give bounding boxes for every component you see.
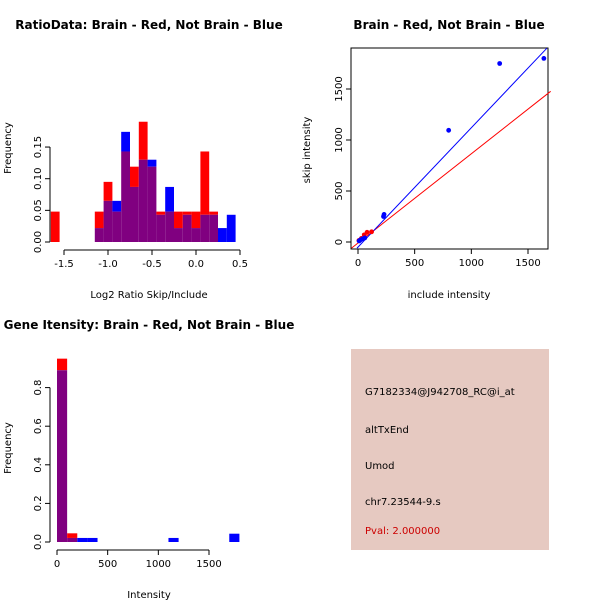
ratio-bar-overlap	[147, 166, 157, 242]
ratio-bar-red	[200, 151, 210, 215]
ratio-histogram-title: RatioData: Brain - Red, Not Brain - Blue	[15, 18, 282, 32]
scatter-point-red	[364, 229, 370, 235]
ratio-bar-red	[50, 211, 60, 242]
scatter-y-tick-label: 1500	[334, 76, 345, 101]
ratio-y-tick-label: 0.00	[33, 231, 44, 253]
ratio-x-tick-label: -1.0	[98, 259, 118, 270]
ratio-bar-overlap	[130, 186, 139, 242]
ratio-bar-overlap	[209, 214, 218, 242]
ratio-bar-red	[191, 211, 201, 229]
p-value: Pval: 2.000000	[365, 526, 441, 537]
probe-id: G7182334@J942708_RC@i_at	[365, 387, 515, 398]
ratio-bar-overlap	[156, 214, 166, 242]
gene-bar-overlap	[57, 370, 68, 542]
ratio-bar-red	[156, 211, 166, 215]
ratio-bar-blue	[147, 159, 157, 167]
scatter-y-tick-label: 0	[334, 239, 345, 245]
gene-intensity-histogram: Gene Itensity: Brain - Red, Not Brain - …	[3, 318, 294, 600]
ratio-x-tick-label: 0.0	[188, 259, 204, 270]
ratio-bar-overlap	[121, 151, 130, 242]
gene-bar-blue	[77, 537, 88, 542]
gene-bar-blue	[87, 537, 98, 542]
scatter-y-tick-label: 500	[334, 181, 345, 200]
ratio-bar-red	[94, 211, 104, 229]
ratio-bar-red	[103, 181, 113, 201]
ratio-histogram-ylabel: Frequency	[3, 122, 14, 174]
scatter-point-blue	[381, 212, 387, 217]
probe-info-panel: G7182334@J942708_RC@i_at altTxEnd Umod c…	[351, 349, 549, 550]
ratio-bar-overlap	[94, 228, 104, 242]
gene-bar-blue	[229, 533, 240, 542]
ratio-histogram-xlabel: Log2 Ratio Skip/Include	[90, 290, 207, 301]
scatter-y-tick-label: 1000	[334, 127, 345, 152]
gene-x-tick-label: 0	[54, 559, 60, 570]
scatter-point-blue	[362, 235, 368, 241]
scatter-xlabel: include intensity	[408, 290, 491, 301]
ratio-bar-red	[130, 166, 139, 187]
ratio-bar-red	[174, 211, 183, 229]
ratio-bar-overlap	[174, 228, 183, 242]
gene-histogram-xlabel: Intensity	[127, 590, 171, 600]
gene-bar-red	[67, 533, 78, 538]
ratio-histogram: RatioData: Brain - Red, Not Brain - Blue…	[3, 18, 283, 301]
ratio-bar-red	[138, 121, 148, 160]
gene-symbol: Umod	[365, 461, 395, 472]
event-type: altTxEnd	[365, 425, 409, 436]
scatter-x-tick-label: 1500	[515, 258, 540, 269]
scatter-x-tick-label: 1000	[459, 258, 484, 269]
ratio-bar-overlap	[182, 214, 192, 242]
gene-bar-red	[57, 358, 68, 371]
gene-histogram-title: Gene Itensity: Brain - Red, Not Brain - …	[4, 318, 295, 332]
ratio-y-tick-label: 0.15	[33, 136, 44, 158]
gene-y-tick-label: 0.4	[33, 457, 44, 473]
scatter-x-tick-label: 0	[355, 258, 361, 269]
scatter-x-tick-label: 500	[405, 258, 424, 269]
ratio-y-tick-label: 0.10	[33, 168, 44, 190]
genomic-location: chr7.23544-9.s	[365, 497, 441, 508]
scatter-point-blue	[541, 56, 547, 61]
ratio-y-tick-label: 0.05	[33, 199, 44, 221]
scatter-title: Brain - Red, Not Brain - Blue	[353, 18, 544, 32]
ratio-bar-blue	[112, 200, 122, 212]
gene-y-tick-label: 0.8	[33, 380, 44, 396]
ratio-bar-blue	[226, 214, 236, 242]
ratio-bar-blue	[218, 228, 227, 242]
ratio-bar-red	[209, 211, 218, 215]
ratio-bar-overlap	[103, 200, 113, 242]
ratio-bar-blue	[165, 186, 174, 212]
ratio-x-tick-label: -0.5	[142, 259, 162, 270]
intensity-scatter: Brain - Red, Not Brain - Blue include in…	[302, 18, 551, 301]
gene-bar-overlap	[67, 537, 78, 542]
gene-bar-blue	[168, 537, 179, 542]
gene-x-tick-label: 500	[98, 559, 117, 570]
ratio-bar-overlap	[191, 228, 201, 242]
gene-x-tick-label: 1000	[146, 559, 171, 570]
ratio-x-tick-label: -1.5	[54, 259, 74, 270]
ratio-bar-overlap	[200, 214, 210, 242]
scatter-fit-blue-line	[356, 47, 548, 249]
gene-y-tick-label: 0.0	[33, 534, 44, 550]
ratio-bar-red	[182, 211, 192, 215]
gene-histogram-ylabel: Frequency	[3, 422, 14, 474]
gene-x-tick-label: 1500	[196, 559, 221, 570]
scatter-point-red	[369, 229, 374, 235]
ratio-bar-overlap	[138, 159, 148, 242]
scatter-point-blue	[497, 61, 503, 66]
gene-y-tick-label: 0.6	[33, 418, 44, 434]
ratio-x-tick-label: 0.5	[232, 259, 248, 270]
scatter-fit-red-line	[351, 90, 551, 249]
ratio-bar-overlap	[165, 211, 174, 242]
scatter-ylabel: skip intensity	[302, 117, 313, 184]
ratio-bar-blue	[121, 131, 130, 152]
gene-y-tick-label: 0.2	[33, 495, 44, 511]
ratio-bar-overlap	[112, 211, 122, 242]
scatter-point-blue	[446, 127, 452, 133]
